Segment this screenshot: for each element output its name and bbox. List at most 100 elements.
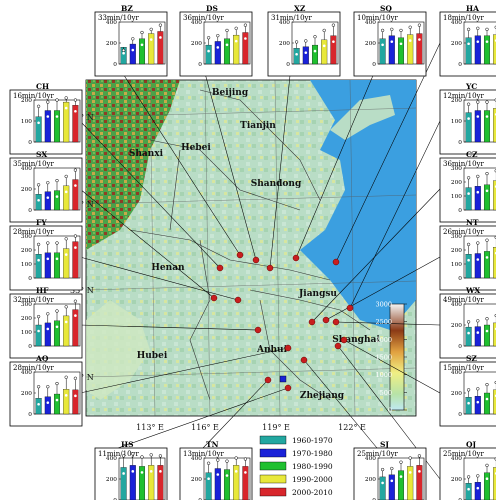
station-trend: 15min/10yr bbox=[443, 364, 485, 372]
y-tick-label: 200 bbox=[21, 248, 32, 254]
station-insets: BZ33min/10yr4002000DS36min/10yr4002000XZ… bbox=[9, 4, 496, 504]
leader-line bbox=[79, 347, 289, 394]
error-cap bbox=[55, 381, 59, 386]
station-marker bbox=[279, 375, 287, 383]
mean-marker bbox=[399, 42, 403, 46]
bar bbox=[465, 326, 472, 347]
mean-marker bbox=[467, 42, 470, 46]
mean-marker bbox=[37, 198, 40, 202]
bar bbox=[474, 326, 481, 347]
error-cap bbox=[55, 309, 59, 313]
y-tick-label: 100 bbox=[451, 262, 462, 268]
station-dot bbox=[266, 264, 274, 272]
station-dots bbox=[210, 251, 354, 392]
bar bbox=[465, 112, 472, 143]
leader-line bbox=[79, 188, 215, 299]
station-dot bbox=[284, 344, 292, 352]
mean-marker bbox=[467, 258, 470, 262]
mean-marker bbox=[313, 49, 317, 53]
error-cap bbox=[140, 30, 144, 35]
mean-marker bbox=[234, 39, 238, 43]
bar bbox=[35, 116, 42, 143]
error-cap bbox=[36, 385, 41, 389]
mean-marker bbox=[322, 44, 326, 48]
y-tick-label: 0 bbox=[28, 208, 32, 214]
mean-marker bbox=[207, 49, 210, 53]
y-tick-label: 200 bbox=[365, 477, 376, 483]
place-label: Tianjin bbox=[240, 121, 276, 131]
panel-box bbox=[267, 11, 341, 77]
y-tick-label: 400 bbox=[365, 456, 376, 462]
mean-marker bbox=[390, 479, 394, 483]
error-cap bbox=[304, 39, 308, 43]
latitude-label: 33° N bbox=[70, 286, 94, 295]
mean-marker bbox=[244, 471, 247, 474]
leader-line bbox=[335, 42, 441, 263]
error-cap bbox=[225, 459, 229, 463]
panel-box bbox=[9, 361, 83, 427]
leader-line bbox=[349, 120, 441, 309]
mean-marker bbox=[55, 398, 59, 402]
station-id: TN bbox=[206, 440, 219, 449]
y-tick-label: 0 bbox=[28, 140, 32, 146]
colorbar-tick-label: 1500 bbox=[375, 354, 392, 362]
y-tick-label: 0 bbox=[28, 412, 32, 418]
station-trend: 25min/10yr bbox=[443, 450, 485, 458]
bar bbox=[474, 253, 481, 279]
station-dot bbox=[332, 318, 340, 326]
error-cap bbox=[121, 48, 126, 52]
error-cap bbox=[466, 388, 471, 392]
bar bbox=[493, 389, 496, 415]
y-tick-label: 200 bbox=[451, 98, 462, 104]
bar bbox=[293, 48, 300, 65]
y-tick-label: 0 bbox=[458, 62, 462, 68]
station-id: HS bbox=[121, 440, 134, 449]
place-label: Anhui bbox=[256, 345, 288, 355]
leader-line bbox=[79, 256, 239, 301]
error-cap bbox=[380, 28, 385, 33]
y-tick-label: 0 bbox=[458, 344, 462, 350]
mean-marker bbox=[485, 189, 489, 193]
longitude-label: 113° E bbox=[136, 423, 164, 432]
legend-swatch bbox=[259, 461, 287, 471]
place-label: Hubei bbox=[137, 351, 168, 361]
mean-marker bbox=[408, 39, 412, 42]
mean-marker bbox=[216, 473, 220, 476]
mean-marker bbox=[381, 481, 384, 485]
mean-marker bbox=[244, 37, 247, 40]
station-dot bbox=[346, 304, 354, 312]
y-tick-label: 300 bbox=[451, 166, 462, 172]
mountain-region bbox=[86, 80, 180, 250]
leader-line bbox=[295, 65, 378, 259]
station-trend: 25min/10yr bbox=[357, 450, 399, 458]
mean-marker bbox=[74, 109, 77, 113]
colorbar-tick-label: 0 bbox=[388, 407, 392, 415]
mean-marker bbox=[149, 38, 153, 41]
error-cap bbox=[466, 102, 471, 106]
mean-marker bbox=[476, 400, 480, 404]
mean-marker bbox=[74, 184, 77, 187]
error-cap bbox=[36, 242, 41, 247]
y-tick-label: 0 bbox=[458, 208, 462, 214]
mean-marker bbox=[476, 258, 480, 261]
error-cap bbox=[485, 382, 489, 387]
leader-line bbox=[79, 324, 259, 331]
colorbar bbox=[389, 303, 405, 411]
y-tick-label: 300 bbox=[451, 234, 462, 240]
station-trend: 10min/10yr bbox=[357, 14, 399, 22]
mean-marker bbox=[64, 253, 68, 256]
error-cap bbox=[294, 40, 299, 44]
y-tick-label: 100 bbox=[21, 262, 32, 268]
graticule bbox=[85, 79, 417, 417]
leader-line bbox=[303, 359, 378, 449]
error-cap bbox=[131, 37, 135, 41]
error-cap bbox=[322, 28, 326, 33]
error-cap bbox=[55, 98, 59, 102]
place-label: Shanxi bbox=[129, 149, 164, 159]
bar bbox=[44, 252, 51, 279]
y-tick-label: 400 bbox=[106, 456, 117, 462]
